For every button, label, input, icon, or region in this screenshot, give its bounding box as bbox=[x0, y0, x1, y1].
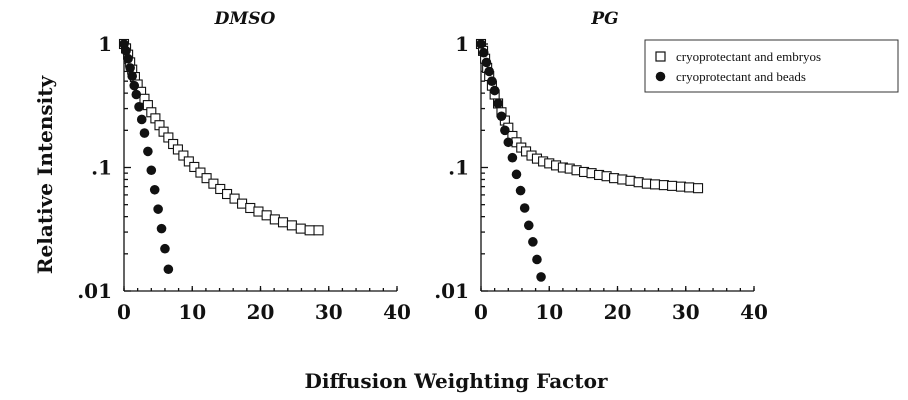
panel-dmso-y-tick-label: .1 bbox=[91, 156, 112, 180]
panel-pg-embryos-point bbox=[694, 184, 703, 193]
legend: cryoprotectant and embryos cryoprotectan… bbox=[645, 40, 898, 92]
panel-dmso-beads-point bbox=[134, 102, 144, 112]
panel-pg-beads-point bbox=[490, 86, 500, 96]
legend-filled-circle-marker bbox=[656, 72, 666, 82]
panel-pg-beads-point bbox=[497, 111, 507, 121]
panel-pg-beads-point bbox=[504, 137, 514, 147]
panel-pg-beads-point bbox=[520, 203, 530, 213]
panel-pg-beads-point bbox=[512, 170, 522, 180]
panel-dmso-beads-point bbox=[125, 63, 135, 73]
panel-pg-beads-point bbox=[524, 221, 534, 231]
panel-pg-beads-point bbox=[508, 153, 518, 163]
y-axis-label: Relative Intensity bbox=[33, 75, 57, 275]
panel-pg-beads-point bbox=[487, 76, 497, 86]
panel-pg-beads-point bbox=[500, 126, 510, 136]
panel-dmso-embryos-point bbox=[314, 226, 323, 235]
panel-dmso-beads-point bbox=[150, 185, 160, 195]
panel-dmso-beads-point bbox=[160, 244, 170, 254]
panel-dmso-beads-point bbox=[127, 71, 137, 81]
x-axis-label: Diffusion Weighting Factor bbox=[305, 369, 608, 393]
panel-dmso-x-tick-label: 20 bbox=[247, 300, 275, 324]
panel-pg-title: PG bbox=[590, 9, 618, 29]
legend-box bbox=[645, 40, 898, 92]
panel-pg-x-tick-label: 0 bbox=[474, 300, 488, 324]
panel-pg-beads-point bbox=[479, 48, 489, 58]
panel-pg-beads-point bbox=[476, 39, 486, 49]
panel-dmso-embryos-point bbox=[279, 218, 288, 227]
panel-dmso-x-tick-label: 10 bbox=[178, 300, 206, 324]
panel-pg-x-tick-label: 20 bbox=[604, 300, 632, 324]
panel-dmso-y-tick-label: .01 bbox=[77, 279, 112, 303]
panel-pg-beads-point bbox=[493, 99, 503, 109]
panel-dmso-beads-point bbox=[157, 224, 167, 234]
panel-dmso-x-tick-label: 40 bbox=[383, 300, 411, 324]
panel-dmso-beads-point bbox=[147, 165, 157, 175]
panel-pg-embryos-point bbox=[668, 181, 677, 190]
panel-pg-x-tick-label: 10 bbox=[535, 300, 563, 324]
panel-dmso-title: DMSO bbox=[214, 9, 276, 29]
panel-dmso-y-tick-label: 1 bbox=[98, 32, 112, 56]
panel-dmso-beads-point bbox=[153, 204, 163, 214]
panel-dmso-beads-point bbox=[129, 81, 139, 91]
panel-dmso-embryos-point bbox=[287, 221, 296, 230]
panel-dmso-beads-point bbox=[143, 147, 153, 157]
legend-label-embryos: cryoprotectant and embryos bbox=[676, 49, 821, 64]
panel-pg-embryos-point bbox=[685, 183, 694, 192]
panel-pg-beads-point bbox=[484, 67, 494, 77]
panel-pg-beads-point bbox=[482, 58, 492, 68]
panel-pg-y-tick-label: .1 bbox=[448, 156, 469, 180]
panel-pg-y-tick-label: 1 bbox=[455, 32, 469, 56]
legend-open-square-marker bbox=[656, 52, 665, 61]
panel-pg-x-tick-label: 30 bbox=[672, 300, 700, 324]
panel-dmso-beads-point bbox=[140, 128, 150, 138]
panel-pg-x-tick-label: 40 bbox=[740, 300, 768, 324]
panel-pg-embryos-point bbox=[651, 180, 660, 189]
panel-pg-beads-point bbox=[516, 186, 526, 196]
panel-dmso-beads-point bbox=[164, 264, 174, 274]
panel-dmso-beads-point bbox=[123, 54, 133, 64]
panel-dmso-beads-point bbox=[131, 90, 141, 100]
panel-dmso-embryos-point bbox=[296, 224, 305, 233]
legend-label-beads: cryoprotectant and beads bbox=[676, 69, 806, 84]
panel-dmso-embryos-point bbox=[305, 226, 314, 235]
panel-dmso: DMSO 0 10 20 30 40 1 .1 .01 bbox=[77, 9, 411, 324]
panel-dmso-beads-point bbox=[137, 115, 147, 125]
panel-pg-beads-point bbox=[532, 255, 542, 265]
panel-pg-y-tick-label: .01 bbox=[434, 279, 469, 303]
panel-dmso-x-tick-label: 0 bbox=[117, 300, 131, 324]
panel-pg-beads-point bbox=[528, 237, 538, 247]
panel-dmso-x-tick-label: 30 bbox=[315, 300, 343, 324]
panel-pg-beads-point bbox=[536, 272, 546, 282]
